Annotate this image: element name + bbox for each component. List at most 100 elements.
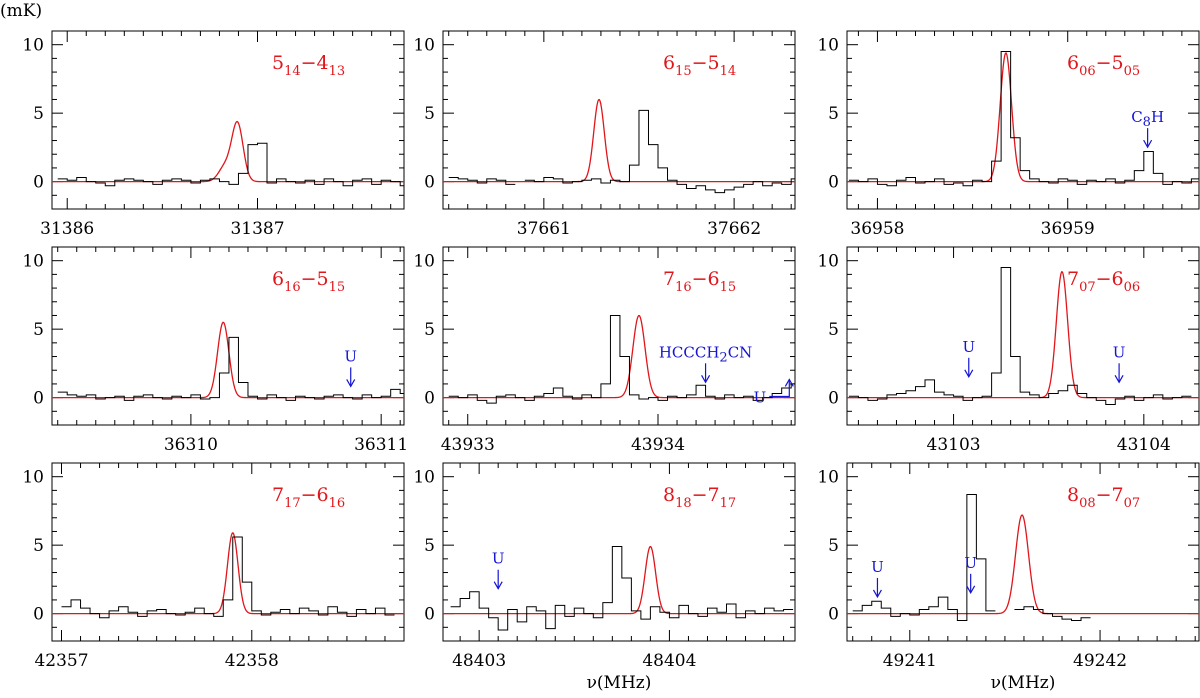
y-tick-label: 10 — [413, 468, 435, 488]
y-tick-label: 10 — [22, 468, 44, 488]
transition-label: 808−707 — [1067, 484, 1140, 511]
line-annotation: U — [1113, 343, 1126, 384]
plot-area — [52, 120, 404, 187]
annotation-arrowhead — [1114, 374, 1124, 384]
panel-frame — [442, 462, 796, 642]
x-tick-label: 31387 — [230, 219, 284, 239]
plot-area — [847, 493, 1199, 621]
model-fit-line — [847, 52, 1199, 183]
annotation-label: U — [344, 347, 357, 365]
annotation-arrowhead — [872, 589, 882, 599]
y-tick-label: 0 — [33, 173, 44, 193]
y-tick-label: 5 — [33, 536, 44, 556]
panel-frame — [442, 30, 796, 210]
transition-label: 616−515 — [272, 268, 345, 295]
panel-frame — [51, 462, 405, 642]
annotation-arrowhead — [493, 581, 503, 590]
transition-label: 717−616 — [272, 484, 345, 511]
spectrum-panel-2: 0 5 10 37661 37662 615−514 — [413, 30, 796, 239]
annotation-label: U — [754, 388, 767, 406]
annotation-label: U — [871, 558, 884, 576]
spectrum-panel-1: 0 5 10 31386 31387 514−413 — [22, 30, 405, 239]
x-tick-label: 31386 — [40, 219, 94, 239]
x-axis-label: ν(MHz) — [991, 673, 1056, 693]
plot-area — [443, 98, 795, 194]
plot-area — [52, 532, 404, 619]
x-tick-label: 49241 — [883, 651, 937, 671]
y-tick-label: 0 — [828, 389, 839, 409]
x-tick-label: 37661 — [517, 219, 571, 239]
plot-area — [847, 267, 1199, 405]
observed-spectrum-line — [448, 109, 795, 194]
plot-area — [443, 545, 795, 631]
model-fit-line — [52, 120, 404, 183]
line-annotation: U — [964, 554, 977, 595]
x-tick-label: 42358 — [225, 651, 279, 671]
y-tick-label: 5 — [33, 104, 44, 124]
y-tick-label: 0 — [33, 605, 44, 625]
y-tick-label: 0 — [33, 389, 44, 409]
y-tick-label: 5 — [424, 536, 435, 556]
x-tick-label: 43934 — [631, 435, 685, 455]
x-tick-label: 37662 — [707, 219, 761, 239]
spectrum-panel-5: 0 5 10 43933 43934 716−615 HCCCH2CN U — [413, 246, 796, 455]
transition-label: 606−505 — [1067, 52, 1140, 79]
panel-frame — [51, 246, 405, 426]
line-annotation: U — [962, 338, 975, 379]
spectrum-panel-3: 0 5 10 36958 36959 606−505 C8H — [817, 30, 1200, 239]
spectrum-panel-6: 0 5 10 43103 43104 707−606 U U — [817, 246, 1200, 455]
line-annotation: U — [754, 378, 794, 406]
line-annotation: HCCCH2CN — [659, 343, 752, 384]
annotation-arrowhead — [966, 585, 976, 595]
observed-spectrum-line — [848, 51, 1199, 187]
x-tick-label: 43103 — [927, 435, 981, 455]
y-tick-label: 0 — [828, 173, 839, 193]
panel-frame — [846, 462, 1200, 642]
transition-label: 716−615 — [663, 268, 736, 295]
annotation-arrowhead — [346, 379, 356, 388]
y-tick-label: 10 — [413, 252, 435, 272]
observed-spectrum-line — [57, 336, 404, 401]
y-tick-label: 10 — [817, 36, 839, 56]
y-tick-label: 0 — [828, 605, 839, 625]
annotation-arrowhead — [964, 369, 974, 379]
y-tick-label: 5 — [424, 320, 435, 340]
plot-area — [443, 314, 795, 404]
observed-spectrum-line — [450, 546, 794, 631]
spectrum-panel-9: 0 5 10 49241 49242 ν(MHz) 808−707 U U — [817, 462, 1200, 693]
transition-label: 818−717 — [663, 484, 736, 511]
annotation-label: C8H — [1131, 108, 1164, 130]
y-tick-label: 5 — [828, 104, 839, 124]
y-tick-label: 10 — [817, 252, 839, 272]
annotation-arrow — [769, 380, 790, 398]
observed-spectrum-line — [57, 142, 404, 187]
plot-area — [847, 51, 1199, 187]
panel-frame — [846, 246, 1200, 426]
annotation-label: U — [1113, 343, 1126, 361]
x-tick-label: 36311 — [354, 435, 408, 455]
y-tick-label: 10 — [22, 252, 44, 272]
observed-spectrum-line — [848, 267, 1192, 405]
x-tick-label: 48404 — [642, 651, 696, 671]
line-annotation: U — [871, 558, 884, 599]
y-tick-label: 5 — [424, 104, 435, 124]
observed-spectrum-line — [852, 493, 1091, 621]
x-tick-label: 49242 — [1073, 651, 1127, 671]
model-fit-line — [443, 98, 795, 183]
y-tick-label: 5 — [828, 320, 839, 340]
x-tick-label: 36310 — [164, 435, 218, 455]
transition-label: 615−514 — [663, 52, 736, 79]
y-unit-label: (mK) — [0, 1, 42, 21]
annotation-arrowhead — [1143, 139, 1153, 149]
x-tick-label: 48403 — [452, 651, 506, 671]
x-tick-label: 43933 — [441, 435, 495, 455]
y-tick-label: 0 — [424, 389, 435, 409]
annotation-arrowhead — [784, 378, 794, 387]
annotation-label: U — [962, 338, 975, 356]
annotation-arrowhead — [701, 374, 711, 384]
y-tick-label: 0 — [424, 173, 435, 193]
model-fit-line — [847, 514, 1199, 615]
y-tick-label: 5 — [828, 536, 839, 556]
